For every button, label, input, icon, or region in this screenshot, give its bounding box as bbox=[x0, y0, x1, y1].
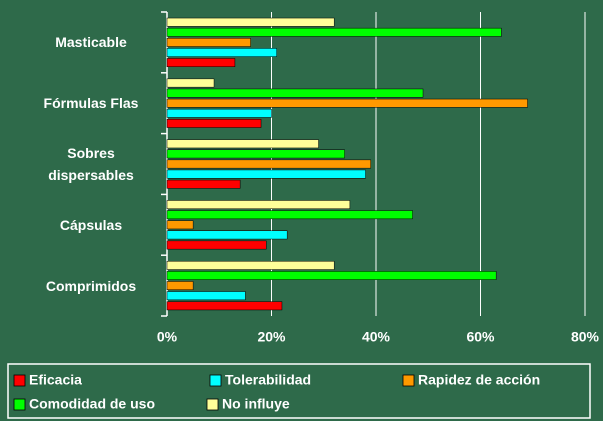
bar bbox=[166, 210, 413, 220]
x-tick-label: 20% bbox=[257, 329, 286, 345]
bar bbox=[166, 38, 251, 47]
x-tick-label: 40% bbox=[362, 329, 391, 345]
bar bbox=[166, 271, 497, 280]
legend-swatch bbox=[13, 374, 26, 387]
bar bbox=[166, 179, 241, 189]
y-tick-label: Fórmulas Flas bbox=[43, 95, 139, 112]
bar bbox=[166, 261, 335, 270]
legend-label: No influye bbox=[222, 396, 290, 412]
bar bbox=[166, 281, 194, 291]
bar bbox=[166, 301, 283, 311]
bar bbox=[166, 149, 345, 159]
bar bbox=[166, 139, 319, 149]
x-tick-label: 0% bbox=[157, 329, 178, 345]
legend-swatch bbox=[209, 374, 222, 387]
legend-label: Eficacia bbox=[29, 372, 82, 388]
bar bbox=[166, 291, 246, 301]
bar bbox=[166, 220, 194, 230]
legend-label: Tolerabilidad bbox=[225, 372, 311, 388]
bar bbox=[166, 17, 335, 27]
legend-swatch bbox=[206, 398, 219, 411]
bar bbox=[166, 27, 502, 37]
bar bbox=[166, 108, 272, 118]
bar bbox=[166, 48, 277, 57]
bar bbox=[166, 230, 288, 240]
bar bbox=[166, 159, 372, 169]
y-tick-label: Cápsulas bbox=[59, 216, 123, 233]
bar bbox=[166, 200, 351, 209]
x-tick-label: 80% bbox=[571, 329, 600, 345]
legend-label: Comodidad de uso bbox=[29, 396, 155, 412]
y-tick-label: Masticable bbox=[55, 34, 127, 51]
x-tick-label: 60% bbox=[466, 329, 495, 345]
bar bbox=[166, 78, 215, 88]
legend-label: Rapidez de acción bbox=[418, 372, 540, 388]
legend-swatch bbox=[402, 374, 415, 387]
bar bbox=[166, 119, 262, 128]
bar bbox=[166, 88, 424, 98]
bar bbox=[166, 240, 267, 250]
legend-box bbox=[7, 363, 591, 419]
bar bbox=[166, 58, 236, 68]
y-tick-label: Sobres dispersables bbox=[48, 145, 134, 183]
bar bbox=[166, 98, 528, 108]
legend-swatch bbox=[13, 398, 26, 411]
y-tick-label: Comprimidos bbox=[45, 277, 137, 294]
bar bbox=[166, 169, 366, 179]
